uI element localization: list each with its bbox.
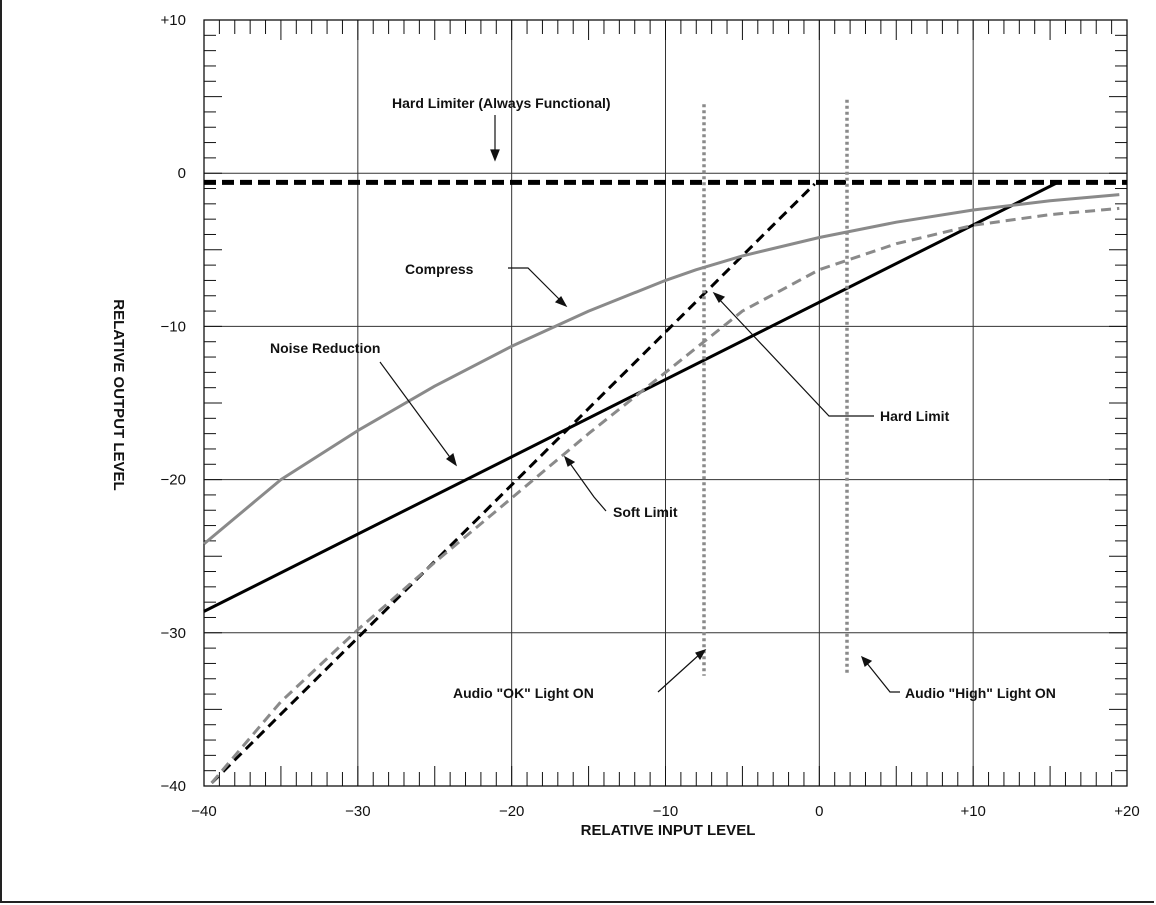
- y-axis-title: RELATIVE OUTPUT LEVEL: [110, 299, 127, 490]
- plot-area-border: [203, 19, 1128, 787]
- x-tick-label: −20: [499, 803, 524, 820]
- leader-noise-reduction: [379, 361, 453, 461]
- leader-soft-limit: [568, 461, 607, 512]
- x-tick-label: −30: [345, 803, 370, 820]
- y-tick-label: +10: [161, 12, 186, 29]
- arrowhead-hard-limit: [712, 291, 726, 303]
- y-tick-label: −10: [161, 318, 186, 335]
- x-axis-title: RELATIVE INPUT LEVEL: [581, 822, 756, 839]
- arrowhead-audio-high: [861, 655, 873, 668]
- series-soft-limit: [210, 206, 1120, 784]
- arrowhead-soft-limit: [563, 455, 576, 467]
- annotation-hard-limiter: Hard Limiter (Always Functional): [392, 95, 611, 111]
- y-tick-label: 0: [178, 165, 186, 182]
- series-group: [203, 99, 1127, 784]
- series-noise-reduction: [203, 181, 1059, 613]
- leader-audio-ok: [657, 653, 701, 693]
- leader-audio-high: [865, 661, 900, 693]
- series-hard-limit: [210, 182, 816, 784]
- arrowhead-audio-ok: [695, 648, 707, 661]
- annotation-audio-high: Audio "High" Light ON: [905, 685, 1056, 701]
- y-tick-label: −20: [161, 472, 186, 489]
- tick-marks: [203, 19, 1128, 787]
- annotation-hard-limit: Hard Limit: [880, 408, 950, 424]
- grid-lines: [204, 20, 1127, 786]
- x-tick-label: −40: [191, 803, 216, 820]
- arrowhead-compress: [554, 296, 568, 308]
- x-tick-label: +10: [960, 803, 985, 820]
- tick-labels: −40 −30 −20 −10 0 +10 +20 +10 0 −10 −20 −30 −40: [161, 12, 1140, 820]
- leader-hard-limit: [717, 297, 874, 417]
- annotation-noise-reduction: Noise Reduction: [270, 340, 380, 356]
- arrowhead-hard-limiter: [490, 149, 500, 162]
- x-tick-label: +20: [1114, 803, 1139, 820]
- y-tick-label: −40: [161, 778, 186, 795]
- x-tick-label: 0: [815, 803, 823, 820]
- annotation-compress: Compress: [405, 261, 474, 277]
- leader-compress: [508, 267, 563, 303]
- x-tick-label: −10: [653, 803, 678, 820]
- arrowhead-noise-reduction: [445, 452, 458, 467]
- series-compress: [203, 193, 1120, 546]
- annotation-soft-limit: Soft Limit: [613, 504, 678, 520]
- y-tick-label: −30: [161, 625, 186, 642]
- annotation-audio-ok: Audio "OK" Light ON: [453, 685, 594, 701]
